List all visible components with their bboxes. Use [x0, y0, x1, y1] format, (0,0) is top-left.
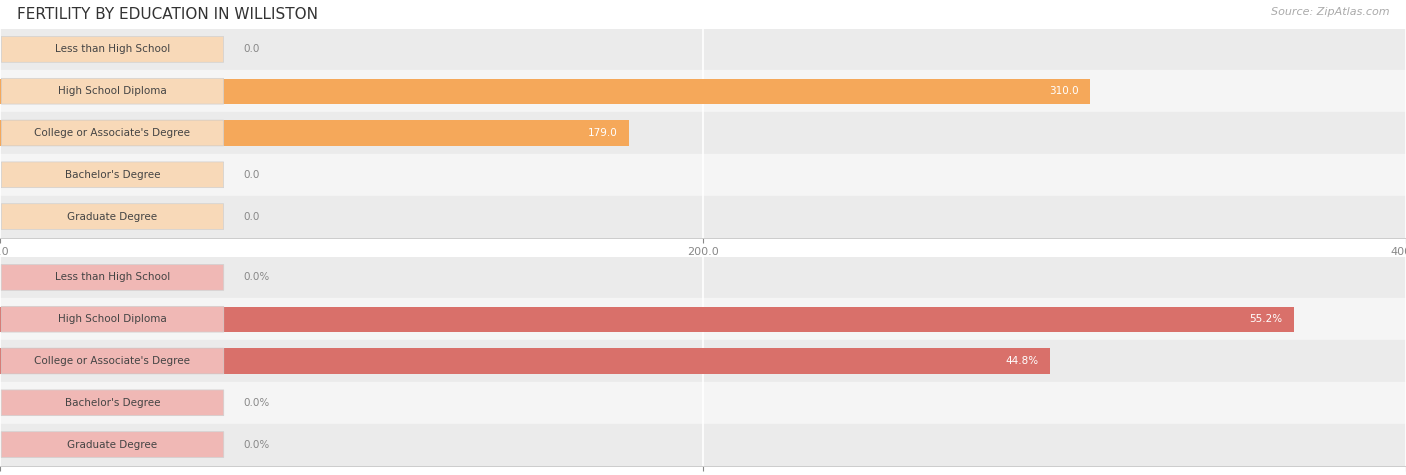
Bar [0, 79, 1090, 104]
Bar [0, 298, 1406, 340]
FancyBboxPatch shape [1, 120, 224, 146]
Text: 0.0: 0.0 [243, 170, 260, 180]
Bar [0, 154, 1406, 196]
Text: 0.0%: 0.0% [243, 272, 270, 283]
Text: 0.0%: 0.0% [243, 398, 270, 408]
Bar [0, 340, 1406, 382]
Text: College or Associate's Degree: College or Associate's Degree [35, 128, 190, 138]
FancyBboxPatch shape [1, 390, 224, 416]
Text: 55.2%: 55.2% [1249, 314, 1282, 324]
Bar [0, 424, 1406, 466]
FancyBboxPatch shape [1, 204, 224, 229]
FancyBboxPatch shape [1, 348, 224, 374]
Text: FERTILITY BY EDUCATION IN WILLISTON: FERTILITY BY EDUCATION IN WILLISTON [17, 7, 318, 22]
Bar [0, 70, 1406, 112]
Bar [0, 121, 630, 145]
Text: Graduate Degree: Graduate Degree [67, 211, 157, 222]
Text: 0.0: 0.0 [243, 211, 260, 222]
Text: 179.0: 179.0 [588, 128, 619, 138]
Bar [0, 256, 1406, 298]
Text: 0.0: 0.0 [243, 44, 260, 55]
FancyBboxPatch shape [1, 78, 224, 104]
Text: College or Associate's Degree: College or Associate's Degree [35, 356, 190, 366]
FancyBboxPatch shape [1, 37, 224, 62]
Text: 310.0: 310.0 [1049, 86, 1078, 96]
Text: Graduate Degree: Graduate Degree [67, 439, 157, 450]
Bar [0, 112, 1406, 154]
FancyBboxPatch shape [1, 265, 224, 290]
Text: Less than High School: Less than High School [55, 44, 170, 55]
Bar [0, 307, 1294, 332]
Text: Bachelor's Degree: Bachelor's Degree [65, 398, 160, 408]
FancyBboxPatch shape [1, 432, 224, 457]
Text: Bachelor's Degree: Bachelor's Degree [65, 170, 160, 180]
Text: 44.8%: 44.8% [1005, 356, 1039, 366]
Bar [0, 349, 1050, 373]
Text: 0.0%: 0.0% [243, 439, 270, 450]
Bar [0, 196, 1406, 238]
Text: High School Diploma: High School Diploma [58, 86, 167, 96]
Text: High School Diploma: High School Diploma [58, 314, 167, 324]
Text: Less than High School: Less than High School [55, 272, 170, 283]
FancyBboxPatch shape [1, 306, 224, 332]
Bar [0, 382, 1406, 424]
FancyBboxPatch shape [1, 162, 224, 188]
Bar [0, 28, 1406, 70]
Text: Source: ZipAtlas.com: Source: ZipAtlas.com [1271, 7, 1389, 17]
